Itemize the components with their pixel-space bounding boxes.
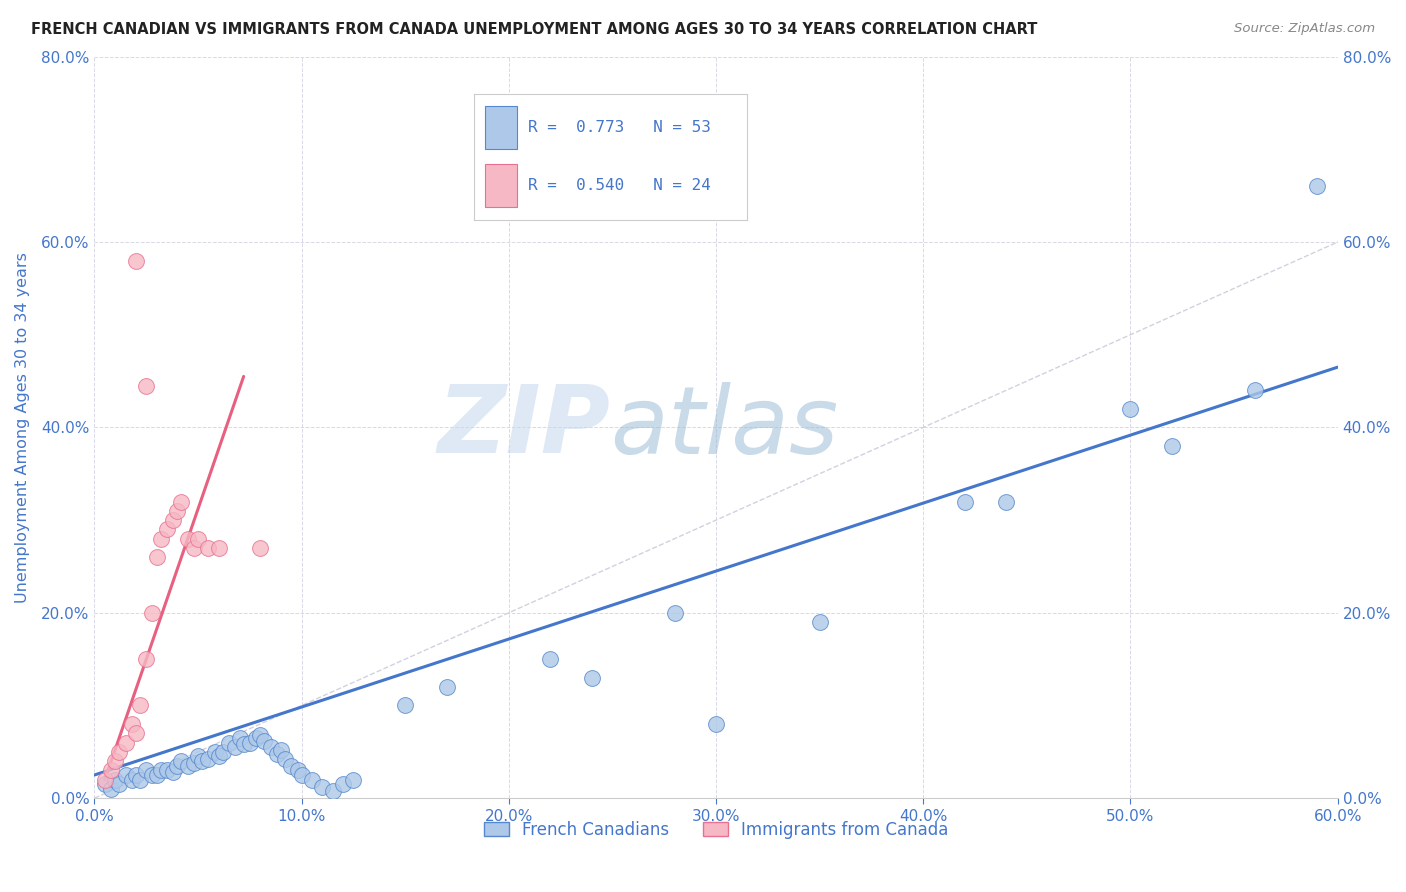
Point xyxy=(166,758,188,772)
Point xyxy=(266,747,288,761)
Point xyxy=(162,513,184,527)
Text: atlas: atlas xyxy=(610,382,838,473)
Legend: French Canadians, Immigrants from Canada: French Canadians, Immigrants from Canada xyxy=(477,814,955,846)
Point xyxy=(162,765,184,780)
Point xyxy=(212,745,235,759)
Point xyxy=(245,731,267,745)
Point xyxy=(125,726,148,740)
Point xyxy=(208,749,231,764)
Point xyxy=(141,768,163,782)
Point xyxy=(187,749,209,764)
Point xyxy=(436,680,458,694)
Point xyxy=(100,764,122,778)
Point xyxy=(135,764,157,778)
Point xyxy=(121,717,143,731)
Point xyxy=(664,606,686,620)
Y-axis label: Unemployment Among Ages 30 to 34 years: Unemployment Among Ages 30 to 34 years xyxy=(15,252,30,603)
Point xyxy=(322,783,344,797)
Point xyxy=(995,494,1018,508)
Point xyxy=(342,772,364,787)
Point xyxy=(239,735,262,749)
Text: FRENCH CANADIAN VS IMMIGRANTS FROM CANADA UNEMPLOYMENT AMONG AGES 30 TO 34 YEARS: FRENCH CANADIAN VS IMMIGRANTS FROM CANAD… xyxy=(31,22,1038,37)
Point xyxy=(104,772,127,787)
Point xyxy=(129,698,152,713)
Point xyxy=(108,777,131,791)
Point xyxy=(156,764,179,778)
Point xyxy=(100,781,122,796)
Point xyxy=(129,772,152,787)
Point xyxy=(1306,179,1329,194)
Point xyxy=(170,754,193,768)
Point xyxy=(224,740,246,755)
Point xyxy=(141,606,163,620)
Point xyxy=(204,745,226,759)
Point xyxy=(197,541,219,555)
Point xyxy=(94,772,117,787)
Point xyxy=(394,698,416,713)
Point xyxy=(121,772,143,787)
Point xyxy=(249,728,271,742)
Point xyxy=(166,504,188,518)
Point xyxy=(149,532,172,546)
Point xyxy=(311,780,333,794)
Point xyxy=(114,735,136,749)
Text: ZIP: ZIP xyxy=(437,382,610,474)
Point xyxy=(704,717,727,731)
Point xyxy=(808,615,831,629)
Point xyxy=(108,745,131,759)
Point xyxy=(145,768,167,782)
Point xyxy=(332,777,354,791)
Point xyxy=(183,541,205,555)
Point xyxy=(287,764,309,778)
Point xyxy=(301,772,323,787)
Point xyxy=(94,777,117,791)
Point xyxy=(218,735,240,749)
Point xyxy=(197,752,219,766)
Text: Source: ZipAtlas.com: Source: ZipAtlas.com xyxy=(1234,22,1375,36)
Point xyxy=(228,731,250,745)
Point xyxy=(149,764,172,778)
Point xyxy=(114,768,136,782)
Point xyxy=(232,738,254,752)
Point xyxy=(125,768,148,782)
Point xyxy=(191,754,214,768)
Point xyxy=(280,758,302,772)
Point xyxy=(187,532,209,546)
Point xyxy=(270,743,292,757)
Point xyxy=(291,768,314,782)
Point xyxy=(953,494,976,508)
Point xyxy=(177,758,200,772)
Point xyxy=(135,378,157,392)
Point xyxy=(183,756,205,770)
Point xyxy=(104,754,127,768)
Point xyxy=(177,532,200,546)
Point xyxy=(125,253,148,268)
Point xyxy=(581,671,603,685)
Point xyxy=(156,522,179,536)
Point xyxy=(1243,384,1265,398)
Point xyxy=(253,733,276,747)
Point xyxy=(145,550,167,565)
Point xyxy=(1119,401,1142,416)
Point xyxy=(259,740,281,755)
Point xyxy=(1160,439,1182,453)
Point xyxy=(208,541,231,555)
Point xyxy=(170,494,193,508)
Point xyxy=(538,652,561,666)
Point xyxy=(135,652,157,666)
Point xyxy=(249,541,271,555)
Point xyxy=(274,752,297,766)
